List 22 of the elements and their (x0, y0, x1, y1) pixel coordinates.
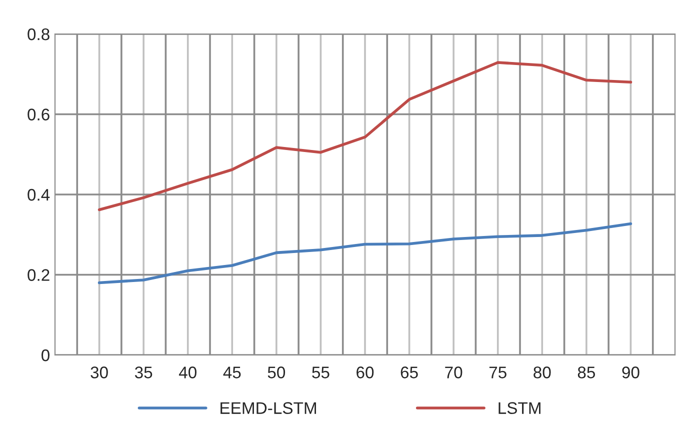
y-tick-label: 0.6 (28, 108, 50, 120)
x-tick-label: 70 (445, 366, 462, 378)
x-tick-label: 45 (223, 366, 241, 378)
x-tick-label: 60 (356, 366, 374, 378)
x-tick-label: 40 (178, 366, 196, 378)
x-tick-label: 65 (400, 366, 418, 378)
legend-label: LSTM (498, 402, 540, 414)
x-tick-label: 30 (90, 366, 108, 378)
y-tick-label: 0.4 (28, 188, 50, 201)
y-tick-label: 0 (42, 349, 50, 362)
line-series (98, 222, 632, 284)
x-tick-label: 80 (534, 366, 551, 378)
line-series (98, 61, 632, 212)
x-tick-label: 35 (134, 366, 152, 378)
x-tick-label: 50 (268, 366, 286, 378)
y-tick-label: 0.2 (28, 269, 50, 281)
x-tick-label: 90 (622, 366, 640, 378)
x-tick-label: 55 (312, 366, 330, 378)
x-tick-label: 85 (578, 366, 595, 378)
x-tick-label: 75 (489, 366, 506, 378)
legend-label: EEMD-LSTM (220, 402, 316, 414)
y-tick-label: 0.8 (28, 28, 50, 40)
